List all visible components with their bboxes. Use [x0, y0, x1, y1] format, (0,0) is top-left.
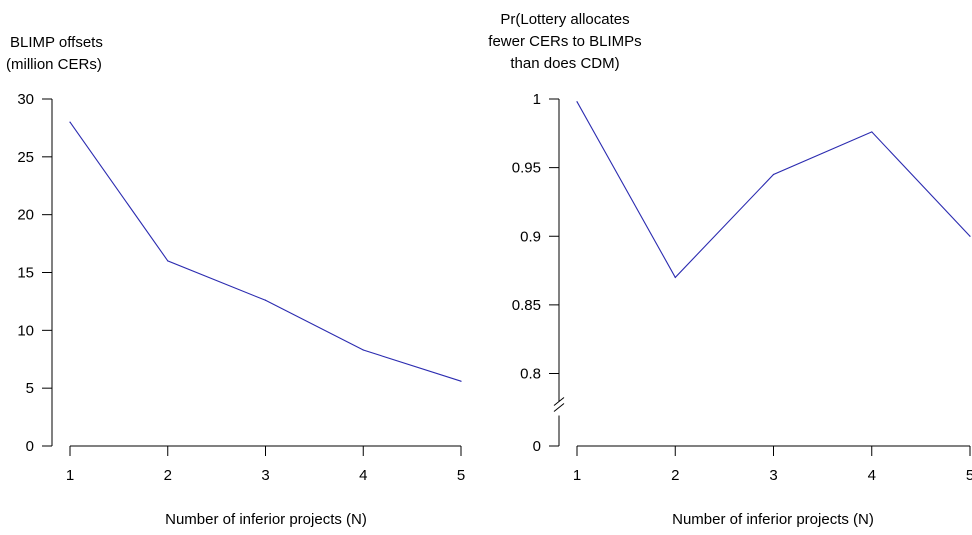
right-data-point — [674, 276, 676, 279]
left-y-tick-label: 30 — [17, 91, 34, 108]
right-data-point — [576, 101, 578, 103]
left-data-point — [264, 299, 267, 301]
left-ylabel-line-2: (million CERs) — [6, 56, 102, 73]
left-y-tick-label: 10 — [17, 322, 34, 339]
right-x-tick-label: 1 — [573, 467, 581, 484]
left-y-tick-label: 15 — [17, 265, 34, 282]
left-series-group — [69, 121, 462, 382]
left-y-tick-label: 5 — [26, 380, 34, 397]
right-y-tick-label: 0.95 — [512, 160, 541, 177]
right-data-point — [772, 173, 775, 176]
left-x-tick-label: 4 — [359, 467, 367, 484]
right-x-tick-label: 5 — [966, 467, 972, 484]
right-data-point — [969, 235, 971, 237]
right-y-tick-label: 1 — [533, 91, 541, 108]
right-y-tick-label: 0.85 — [512, 297, 541, 314]
right-series-group — [576, 101, 971, 279]
right-x-tick-label: 3 — [769, 467, 777, 484]
left-x-axis: 1 2 3 4 5 — [66, 445, 465, 484]
right-x-axis: 1 2 3 4 5 — [573, 445, 972, 484]
right-x-tick-label: 2 — [671, 467, 679, 484]
right-ylabel-line-1: Pr(Lottery allocates — [500, 11, 629, 28]
right-x-tick-label: 4 — [868, 467, 876, 484]
left-y-tick-label: 25 — [17, 149, 34, 166]
left-series-line — [69, 121, 462, 382]
left-data-point — [167, 260, 169, 262]
left-x-tick-label: 2 — [164, 467, 172, 484]
left-data-point — [362, 349, 364, 351]
left-data-point — [460, 380, 462, 382]
right-ylabel-line-3: than does CDM) — [510, 55, 619, 72]
left-x-tick-label: 1 — [66, 467, 74, 484]
right-y-tick-label: 0.8 — [520, 366, 541, 383]
left-y-tick-label: 0 — [26, 438, 34, 455]
left-y-tick-label: 20 — [17, 207, 34, 224]
right-axis-break-mark-2 — [553, 397, 565, 406]
left-y-axis: 0 5 10 15 20 25 30 — [17, 91, 53, 455]
left-xlabel: Number of inferior projects (N) — [165, 511, 367, 528]
right-y-axis: 0 0.8 0.85 0.9 0.95 1 — [512, 91, 565, 455]
chart-panel-right: Pr(Lottery allocates fewer CERs to BLIMP… — [488, 11, 972, 528]
left-x-tick-label: 5 — [457, 467, 465, 484]
right-y-tick-label: 0 — [533, 438, 541, 455]
left-ylabel-line-1: BLIMP offsets — [10, 34, 103, 51]
right-y-tick-label: 0.9 — [520, 228, 541, 245]
left-x-tick-label: 3 — [261, 467, 269, 484]
right-ylabel-line-2: fewer CERs to BLIMPs — [488, 33, 641, 50]
left-data-point — [69, 121, 71, 123]
right-data-point — [871, 131, 873, 133]
chart-panel-left: BLIMP offsets (million CERs) 05101520253… — [6, 34, 465, 528]
right-xlabel: Number of inferior projects (N) — [672, 511, 874, 528]
right-axis-break-mark-1 — [553, 403, 565, 412]
right-series-line — [576, 101, 971, 279]
